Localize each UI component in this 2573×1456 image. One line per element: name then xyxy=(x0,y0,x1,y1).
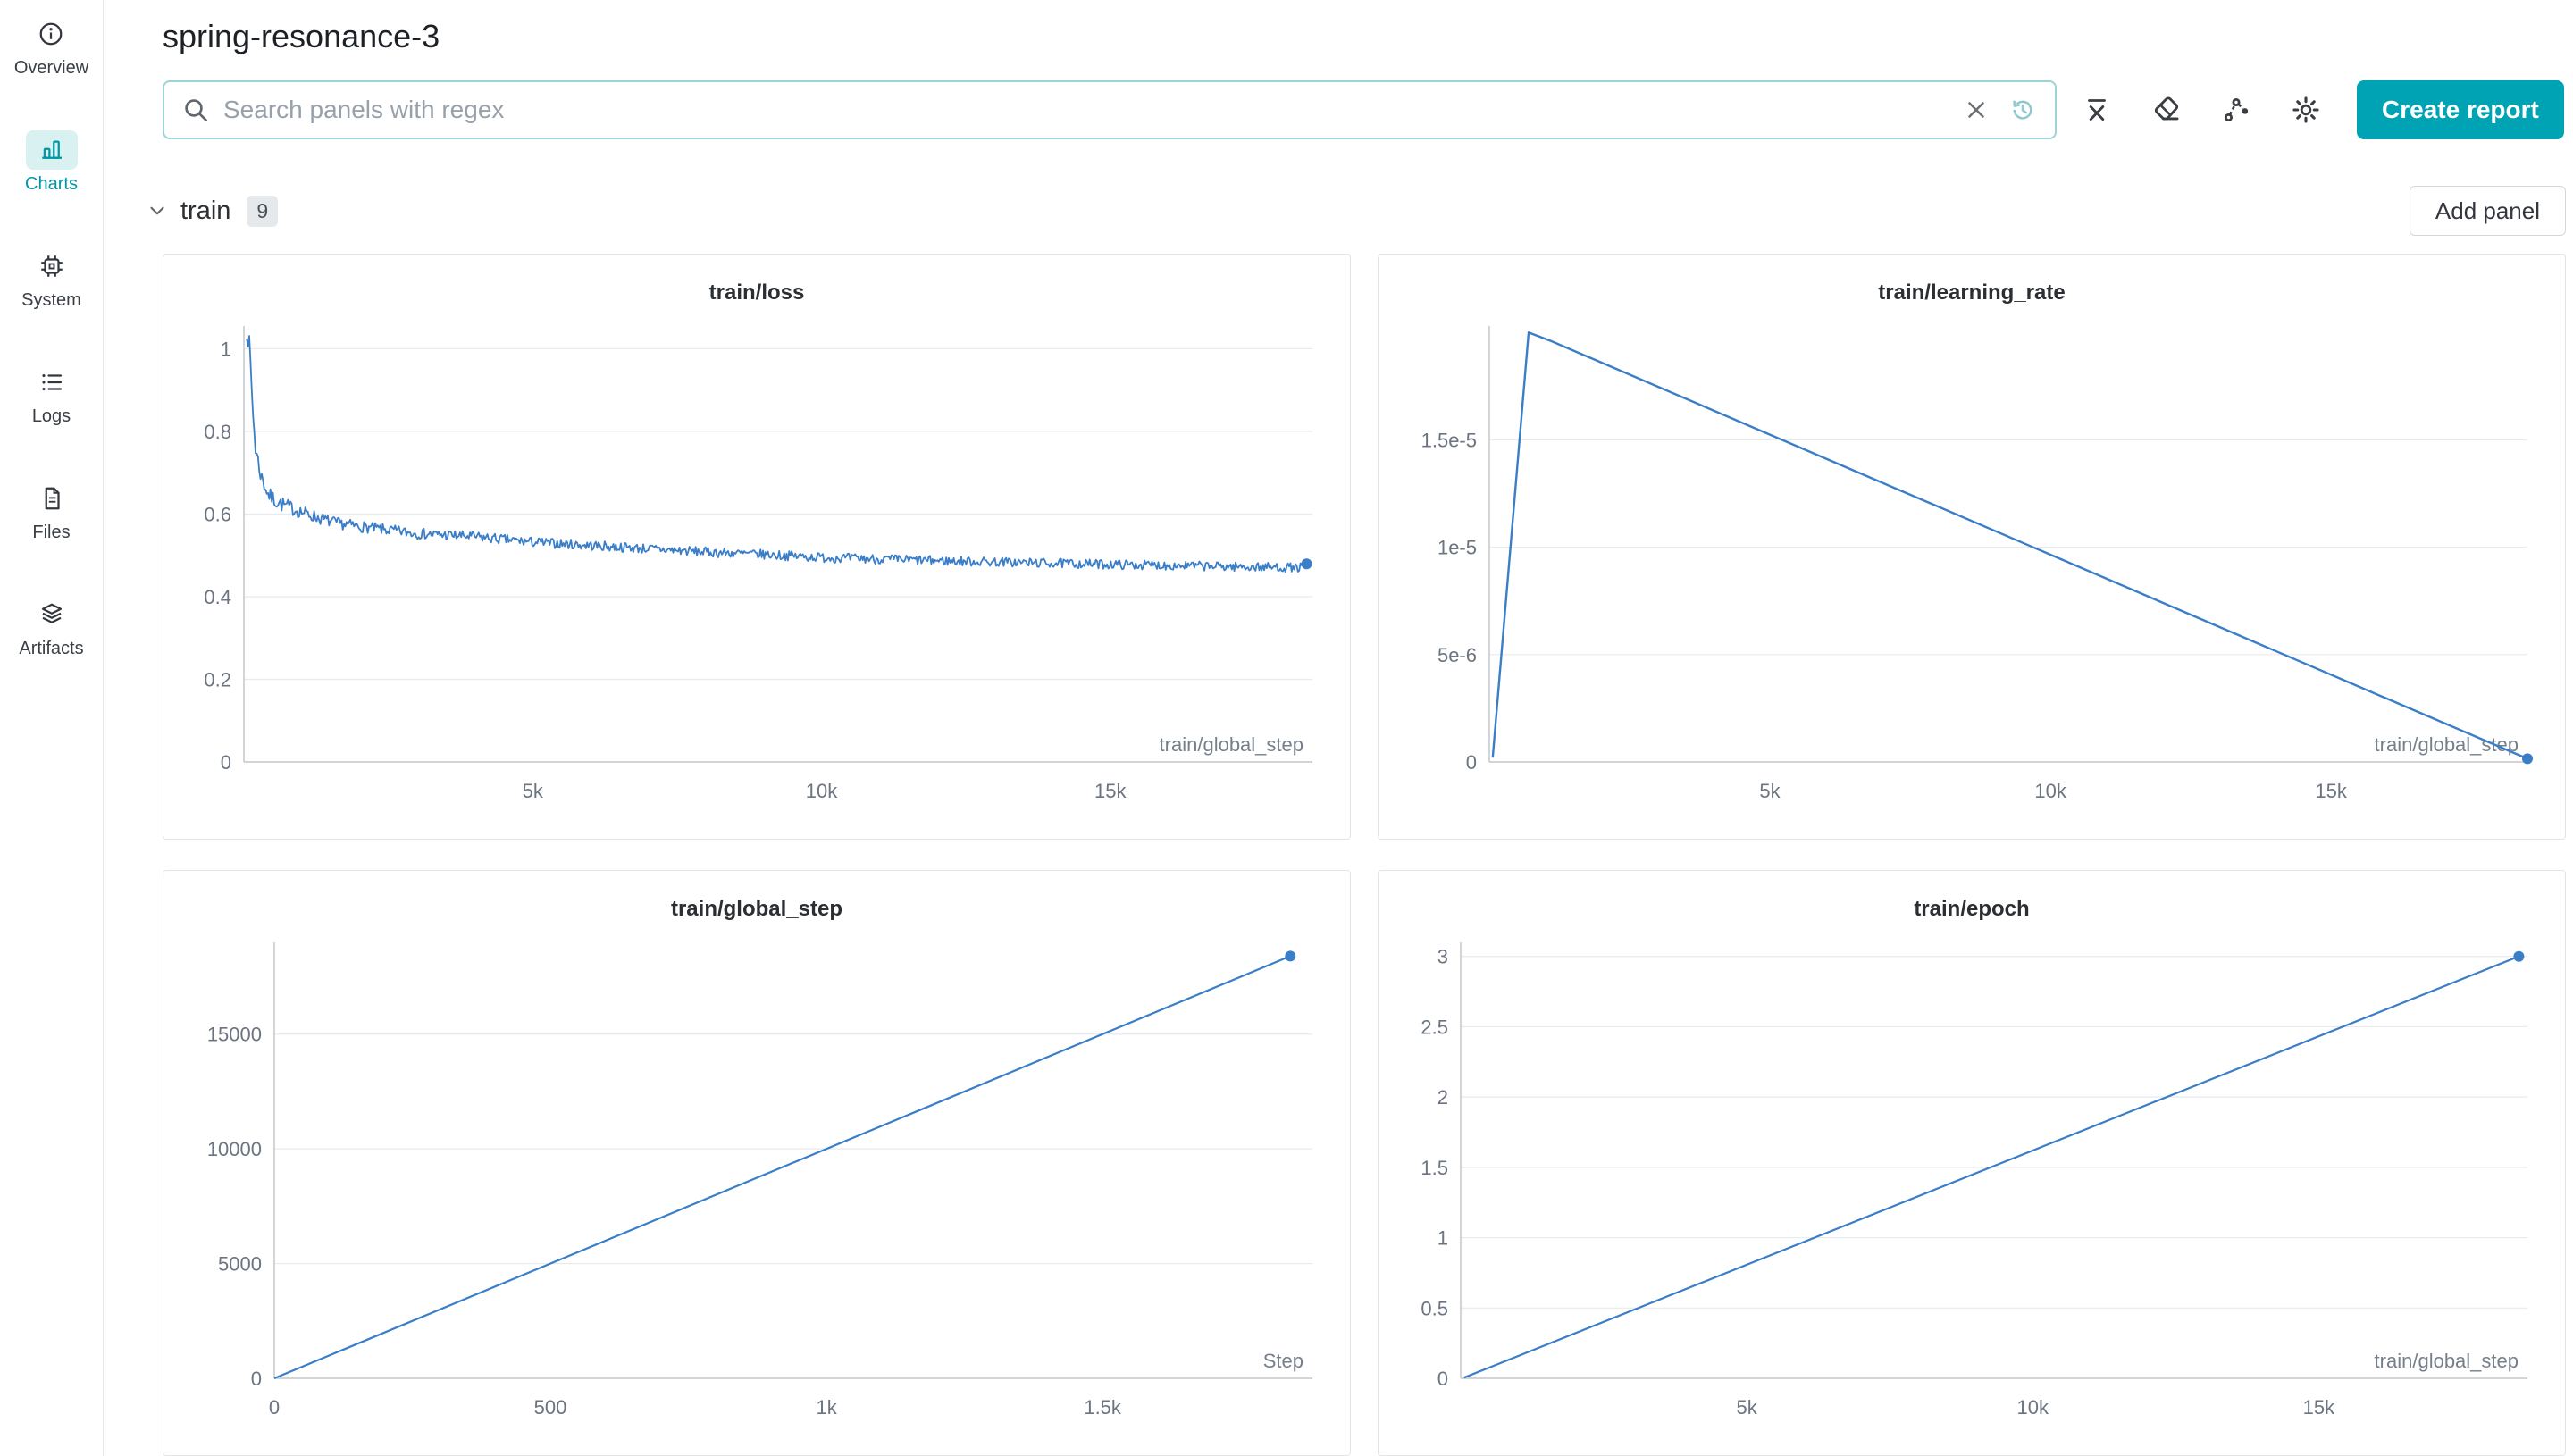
svg-text:5k: 5k xyxy=(1759,780,1781,802)
add-panel-button[interactable]: Add panel xyxy=(2409,186,2566,236)
section-header-train: train 9 Add panel xyxy=(141,186,2566,236)
panel-title: train/learning_rate xyxy=(1878,280,2066,305)
svg-text:5k: 5k xyxy=(1736,1396,1757,1418)
svg-text:1.5k: 1.5k xyxy=(1084,1396,1122,1418)
info-icon xyxy=(25,14,77,54)
create-report-button[interactable]: Create report xyxy=(2357,80,2564,139)
svg-text:0: 0 xyxy=(269,1396,280,1418)
toolbar-icon-group xyxy=(2057,89,2326,130)
line-chart[interactable]: 0 0.5 1 1.5 2 2.5 3 5k 10k 15k train/global_step xyxy=(1379,930,2565,1439)
sidebar-item-label: System xyxy=(21,290,81,310)
svg-text:1.5e-5: 1.5e-5 xyxy=(1421,429,1477,451)
svg-text:Step: Step xyxy=(1263,1350,1303,1372)
panel-title: train/epoch xyxy=(1914,897,2030,921)
svg-text:0.5: 0.5 xyxy=(1421,1297,1448,1319)
sidebar-item-label: Logs xyxy=(31,406,71,426)
svg-text:3: 3 xyxy=(1437,946,1448,968)
layers-icon xyxy=(26,595,78,634)
cpu-icon xyxy=(26,247,78,286)
search-input[interactable] xyxy=(223,96,1948,124)
workspace-toolbar: Create report xyxy=(163,80,2566,139)
svg-text:0.2: 0.2 xyxy=(204,668,231,690)
svg-text:15k: 15k xyxy=(2315,780,2347,802)
svg-text:15k: 15k xyxy=(1094,780,1127,802)
svg-text:5k: 5k xyxy=(523,780,544,802)
svg-text:5000: 5000 xyxy=(218,1253,262,1276)
panel-train-global-step[interactable]: train/global_step 0 5000 10000 15000 0 500 1k 1… xyxy=(163,870,1351,1456)
run-title: spring-resonance-3 xyxy=(163,18,440,54)
svg-text:1e-5: 1e-5 xyxy=(1437,537,1477,559)
x-axis-icon[interactable] xyxy=(2076,89,2117,130)
line-chart[interactable]: 0 0.2 0.4 0.6 0.8 1 5k 10k 15k train/global_step xyxy=(163,314,1350,823)
svg-text:1k: 1k xyxy=(816,1396,837,1418)
panel-title: train/loss xyxy=(708,280,805,305)
svg-text:0: 0 xyxy=(221,751,231,774)
sidebar-item-files[interactable]: Files xyxy=(26,479,78,543)
panel-train-loss[interactable]: train/loss 0 0.2 0.4 0.6 0.8 1 5k 10k 15k train/g… xyxy=(163,254,1351,840)
panel-count-badge: 9 xyxy=(247,195,279,227)
sidebar-item-charts[interactable]: Charts xyxy=(25,130,78,195)
sidebar-item-system[interactable]: System xyxy=(21,247,81,311)
line-chart[interactable]: 0 5000 10000 15000 0 500 1k 1.5k Step xyxy=(163,930,1350,1439)
sidebar-item-label: Charts xyxy=(25,174,78,194)
panel-search-box[interactable] xyxy=(163,80,2057,139)
svg-text:1: 1 xyxy=(221,338,231,360)
svg-text:15000: 15000 xyxy=(207,1024,262,1046)
sidebar-item-artifacts[interactable]: Artifacts xyxy=(19,595,84,659)
sidebar-item-logs[interactable]: Logs xyxy=(26,363,78,427)
panel-title: train/global_step xyxy=(670,897,843,921)
svg-text:train/global_step: train/global_step xyxy=(2375,1350,2519,1372)
svg-text:10k: 10k xyxy=(2034,780,2066,802)
history-icon[interactable] xyxy=(2005,92,2041,128)
sidebar-item-label: Overview xyxy=(13,58,89,78)
main-content: spring-resonance-3 xyxy=(104,18,2573,1456)
svg-text:0: 0 xyxy=(1466,751,1477,774)
clear-icon[interactable] xyxy=(1958,92,1994,128)
bar-chart-icon xyxy=(25,130,78,170)
svg-text:0: 0 xyxy=(1437,1368,1448,1390)
chevron-down-icon[interactable] xyxy=(141,195,173,227)
svg-text:1.5: 1.5 xyxy=(1421,1157,1448,1179)
svg-text:0.8: 0.8 xyxy=(204,421,231,443)
svg-text:0.6: 0.6 xyxy=(204,503,231,525)
panel-train-learning-rate[interactable]: train/learning_rate 0 5e-6 1e-5 1.5e-5 5k 10k… xyxy=(1378,254,2566,840)
svg-text:5e-6: 5e-6 xyxy=(1437,644,1477,666)
svg-text:2.5: 2.5 xyxy=(1421,1016,1448,1038)
panels-grid: train/loss 0 0.2 0.4 0.6 0.8 1 5k 10k 15k train/g… xyxy=(163,254,2566,1456)
section-title[interactable]: train xyxy=(180,196,231,225)
sidebar: Overview Charts System Logs Files Artifa… xyxy=(0,0,104,1456)
document-icon xyxy=(26,479,78,518)
svg-text:10000: 10000 xyxy=(207,1138,262,1160)
list-icon xyxy=(26,363,78,402)
node-graph-icon[interactable] xyxy=(2216,89,2257,130)
svg-text:train/global_step: train/global_step xyxy=(1160,733,1303,756)
sidebar-item-label: Files xyxy=(32,523,71,542)
svg-text:0: 0 xyxy=(251,1368,262,1390)
search-icon xyxy=(179,93,213,127)
sidebar-item-overview[interactable]: Overview xyxy=(14,14,88,79)
svg-text:1: 1 xyxy=(1437,1227,1448,1250)
panel-train-epoch[interactable]: train/epoch 0 0.5 1 1.5 2 2.5 3 5k 10k 15k train/g… xyxy=(1378,870,2566,1456)
settings-gear-icon[interactable] xyxy=(2285,89,2326,130)
svg-text:0.4: 0.4 xyxy=(204,586,231,608)
sidebar-item-label: Artifacts xyxy=(19,639,84,658)
svg-text:500: 500 xyxy=(534,1396,567,1418)
svg-text:10k: 10k xyxy=(2016,1396,2049,1418)
svg-text:10k: 10k xyxy=(806,780,838,802)
line-chart[interactable]: 0 5e-6 1e-5 1.5e-5 5k 10k 15k train/global_step xyxy=(1379,314,2565,823)
eraser-icon[interactable] xyxy=(2146,89,2187,130)
svg-text:15k: 15k xyxy=(2303,1396,2335,1418)
svg-text:2: 2 xyxy=(1437,1086,1448,1109)
